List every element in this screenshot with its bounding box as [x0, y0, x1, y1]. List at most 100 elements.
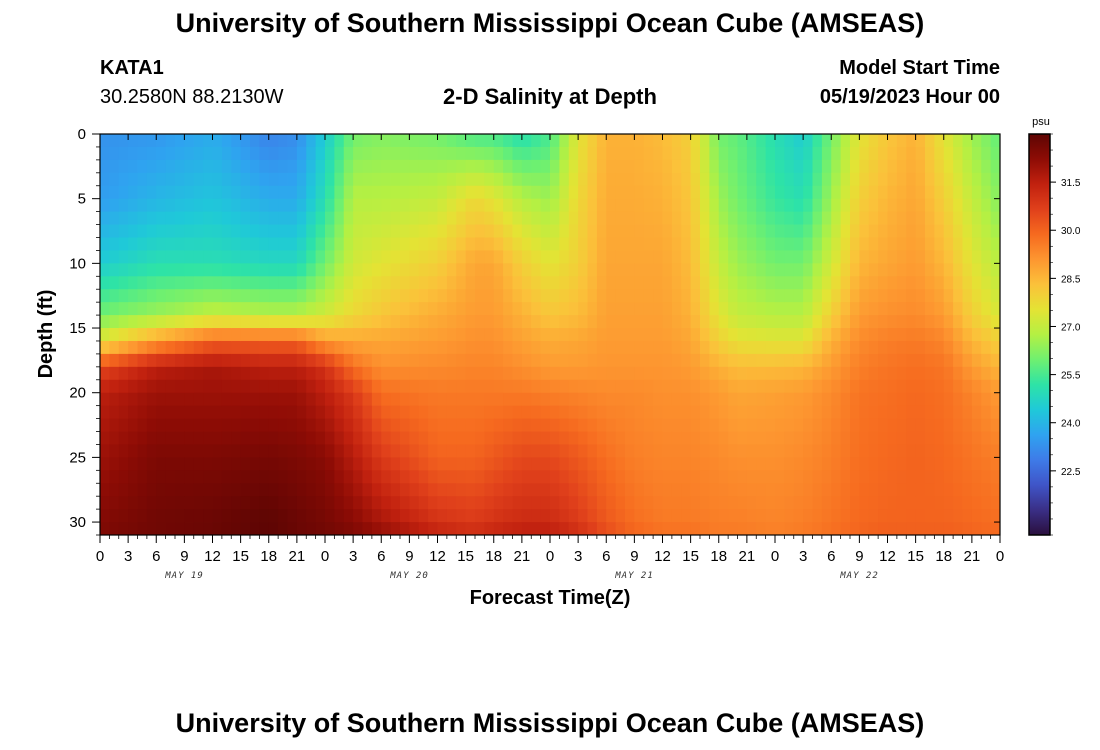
heatmap-cell [568, 146, 579, 161]
heatmap-cell [381, 315, 392, 329]
heatmap-cell [925, 237, 935, 251]
heatmap-cell [296, 250, 307, 264]
heatmap-cell [915, 405, 926, 419]
heatmap-cell [756, 211, 767, 225]
heatmap-cell [681, 185, 692, 200]
heatmap-cell [315, 444, 326, 458]
heatmap-cell [653, 302, 663, 316]
heatmap-cell [221, 146, 232, 161]
heatmap-cell [484, 379, 495, 394]
heatmap-cell [587, 289, 598, 303]
heatmap-cell [128, 289, 138, 303]
heatmap-cell [625, 328, 635, 342]
heatmap-cell [493, 431, 504, 445]
heatmap-cell [371, 353, 382, 368]
heatmap-cell [334, 457, 345, 471]
model-start-label: Model Start Time [839, 57, 1000, 79]
heatmap-cell [390, 134, 401, 148]
heatmap-cell [156, 263, 167, 277]
heatmap-cell [615, 289, 626, 303]
heatmap-cell [250, 418, 260, 432]
heatmap-cell [587, 431, 598, 445]
heatmap-cell [193, 211, 204, 225]
heatmap-cell [390, 340, 401, 355]
heatmap-cell [681, 146, 692, 161]
heatmap-cell [559, 159, 570, 174]
heatmap-cell [156, 379, 167, 394]
heatmap-cell [371, 224, 382, 238]
heatmap-cell [765, 392, 776, 407]
heatmap-cell [128, 496, 138, 510]
heatmap-cell [381, 146, 392, 161]
heatmap-cell [212, 509, 223, 523]
heatmap-cell [625, 134, 635, 148]
heatmap-cell [231, 509, 242, 523]
heatmap-cell [465, 211, 476, 225]
heatmap-cell [981, 159, 992, 174]
heatmap-cell [203, 522, 213, 536]
heatmap-cell [146, 522, 157, 536]
heatmap-cell [221, 522, 232, 536]
heatmap-cell [596, 263, 607, 277]
heatmap-cell [212, 134, 223, 148]
heatmap-cell [606, 224, 617, 238]
heatmap-cell [671, 340, 682, 355]
heatmap-cell [371, 470, 382, 484]
heatmap-cell [718, 483, 729, 497]
heatmap-cell [728, 172, 738, 187]
heatmap-cell [475, 276, 485, 290]
heatmap-cell [990, 509, 1001, 523]
heatmap-cell [278, 250, 288, 264]
heatmap-cell [428, 276, 438, 290]
heatmap-cell [343, 328, 354, 342]
heatmap-cell [456, 146, 467, 161]
heatmap-cell [662, 134, 673, 148]
heatmap-cell [709, 444, 720, 458]
heatmap-cell [709, 379, 720, 394]
heatmap-cell [821, 250, 832, 264]
heatmap-cell [981, 250, 992, 264]
heatmap-cell [278, 276, 288, 290]
heatmap-cell [128, 237, 138, 251]
heatmap-cell [737, 444, 748, 458]
heatmap-cell [521, 457, 532, 471]
heatmap-cell [484, 431, 495, 445]
heatmap-cell [475, 237, 485, 251]
heatmap-cell [540, 340, 551, 355]
heatmap-cell [343, 315, 354, 329]
heatmap-cell [625, 405, 635, 419]
heatmap-cell [465, 289, 476, 303]
chart-title: University of Southern Mississippi Ocean… [175, 8, 925, 38]
heatmap-cell [962, 263, 973, 277]
heatmap-cell [962, 198, 973, 213]
heatmap-cell [325, 431, 335, 445]
heatmap-cell [803, 522, 813, 536]
heatmap-cell [953, 418, 963, 432]
heatmap-cell [146, 392, 157, 407]
heatmap-cell [465, 496, 476, 510]
heatmap-cell [756, 418, 767, 432]
heatmap-cell [306, 340, 317, 355]
heatmap-cell [456, 198, 467, 213]
heatmap-cell [643, 146, 654, 161]
heatmap-cell [278, 328, 288, 342]
heatmap-cell [418, 522, 429, 536]
heatmap-cell [859, 509, 870, 523]
heatmap-cell [718, 134, 729, 148]
heatmap-cell [334, 302, 345, 316]
heatmap-cell [418, 457, 429, 471]
heatmap-cell [268, 483, 279, 497]
heatmap-cell [428, 431, 438, 445]
heatmap-cell [671, 522, 682, 536]
heatmap-cell [118, 263, 129, 277]
heatmap-cell [775, 146, 785, 161]
heatmap-cell [531, 237, 542, 251]
heatmap-cell [465, 379, 476, 394]
heatmap-cell [521, 340, 532, 355]
heatmap-cell [615, 302, 626, 316]
heatmap-cell [784, 509, 795, 523]
heatmap-cell [118, 353, 129, 368]
heatmap-cell [240, 289, 251, 303]
heatmap-cell [915, 470, 926, 484]
heatmap-cell [221, 353, 232, 368]
